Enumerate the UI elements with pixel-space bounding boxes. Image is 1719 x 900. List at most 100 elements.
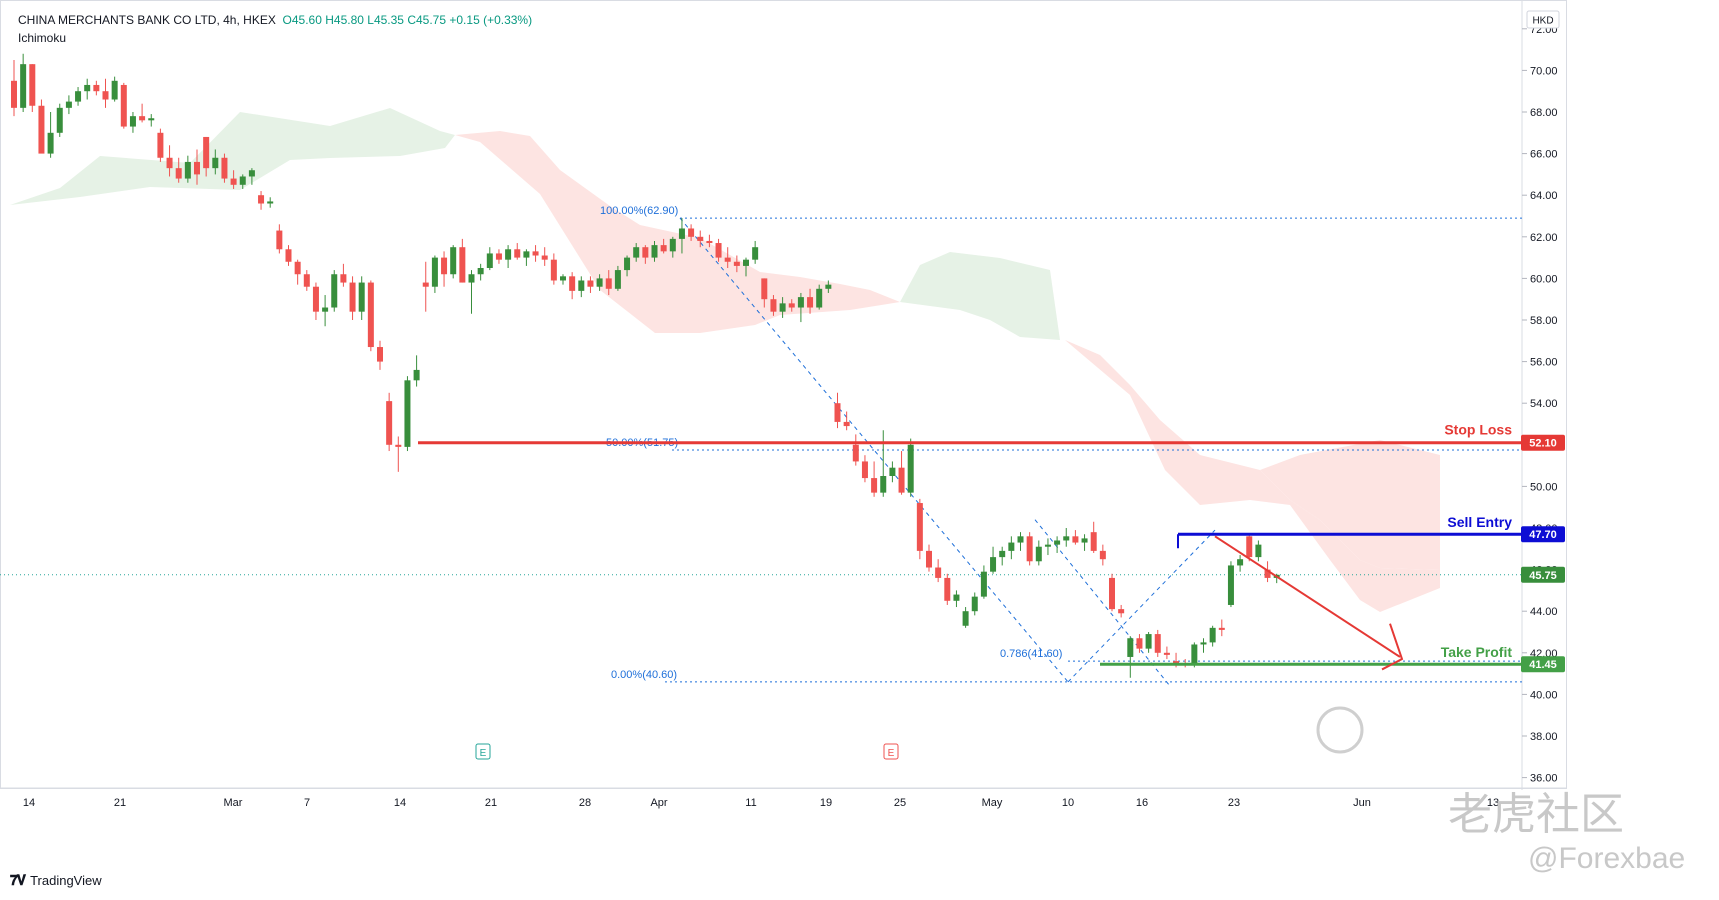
candle	[706, 234, 713, 248]
candle	[1246, 534, 1253, 562]
candle-body	[962, 611, 969, 626]
price-tick-label: 56.00	[1530, 357, 1558, 369]
candle-body	[395, 444, 402, 447]
ohlc-open: O45.60	[282, 13, 322, 27]
candle-body	[1044, 544, 1051, 547]
symbol-title: CHINA MERCHANTS BANK CO LTD, 4h, HKEX	[18, 13, 276, 27]
candle	[56, 103, 63, 137]
candle-body	[633, 247, 640, 258]
watermark-handle: @Forexbae	[1528, 842, 1686, 875]
candle-body	[1109, 577, 1115, 610]
candle	[550, 253, 557, 285]
candle-body	[349, 282, 356, 312]
candle	[660, 238, 667, 254]
candle	[29, 64, 36, 112]
candle-body	[29, 64, 36, 106]
candle-body	[825, 284, 832, 289]
candle	[596, 274, 603, 291]
candle-body	[926, 550, 932, 568]
candle	[1081, 534, 1088, 551]
candle-body	[1246, 536, 1253, 558]
earnings-icon	[883, 743, 899, 760]
candle-body	[459, 247, 466, 283]
candle	[1163, 646, 1170, 660]
price-tick-label: 64.00	[1530, 190, 1558, 202]
candle-body	[1237, 559, 1244, 566]
time-tick-label: 10	[1062, 797, 1074, 809]
ichimoku-cloud-bullish	[10, 108, 455, 205]
ohlc-high: H45.80	[325, 13, 364, 27]
candle	[386, 392, 393, 452]
candle-body	[980, 571, 987, 597]
candle	[194, 149, 200, 185]
candle	[166, 145, 173, 177]
candle	[294, 259, 301, 285]
candle	[971, 592, 978, 616]
candle	[834, 392, 841, 429]
candle	[303, 270, 310, 291]
candle-body	[258, 195, 265, 204]
candle	[285, 245, 292, 266]
candle	[871, 461, 878, 497]
tradingview-text: TradingView	[30, 873, 102, 888]
time-tick-label: 19	[820, 797, 832, 809]
candle	[1054, 536, 1061, 553]
candle-body	[871, 478, 878, 493]
candle	[797, 292, 804, 323]
time-tick-label: Mar	[224, 797, 243, 809]
candle	[203, 136, 210, 177]
candle	[93, 80, 100, 96]
candle	[129, 112, 136, 133]
candle-body	[550, 259, 557, 281]
tradingview-logo[interactable]: 𝟕𝐕 TradingView	[10, 872, 102, 889]
candle-body	[431, 257, 438, 287]
candle	[358, 276, 365, 320]
candle	[578, 276, 585, 298]
candle-body	[367, 282, 374, 348]
candle	[697, 230, 704, 248]
candle	[1200, 638, 1207, 653]
candle-body	[413, 369, 420, 381]
candle-body	[386, 401, 393, 445]
candle-body	[953, 594, 960, 601]
candle-body	[861, 461, 868, 479]
candle-body	[541, 255, 548, 260]
candle	[642, 245, 649, 264]
candle-body	[807, 297, 814, 308]
candle	[11, 60, 17, 117]
candle-body	[184, 161, 191, 179]
candle-body	[688, 228, 695, 237]
candle	[514, 243, 521, 260]
candle	[1127, 636, 1134, 678]
candle-body	[569, 276, 576, 291]
candle	[377, 340, 383, 370]
candle-body	[752, 247, 759, 260]
candle-body	[660, 245, 667, 252]
fib-level-label: 0.786(41.60)	[1000, 648, 1062, 660]
candle-body	[614, 270, 621, 289]
candle	[1017, 532, 1024, 551]
time-tick-label: 14	[23, 797, 35, 809]
earnings-icon-glyph: E	[888, 748, 895, 759]
candle	[441, 251, 448, 287]
candle	[953, 590, 960, 608]
candle-body	[1127, 638, 1134, 657]
candle-body	[761, 278, 768, 300]
time-tick-label: 11	[745, 797, 756, 809]
candle-body	[139, 116, 146, 121]
time-tick-label: 16	[1136, 797, 1148, 809]
candle-body	[11, 80, 17, 108]
candle	[541, 247, 548, 266]
candle	[340, 263, 347, 287]
candle-body	[175, 168, 182, 179]
candle	[852, 434, 859, 466]
candle	[431, 255, 438, 293]
price-tag	[1521, 526, 1565, 543]
tradingview-mark-icon: 𝟕𝐕	[10, 872, 26, 888]
ohlc-close: C45.75	[407, 13, 447, 27]
candle	[715, 238, 722, 262]
candle-body	[706, 240, 713, 244]
indicator-label[interactable]: Ichimoku	[18, 31, 67, 45]
candle	[413, 355, 420, 387]
